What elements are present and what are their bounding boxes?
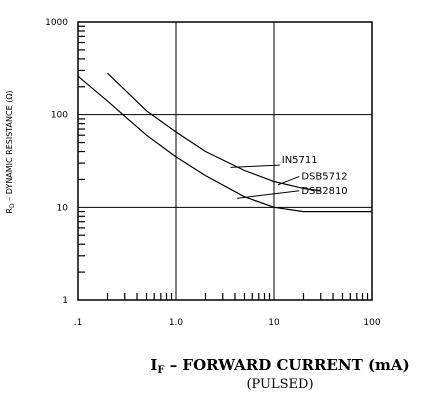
minor-ticks — [78, 25, 369, 300]
x-axis-note: (PULSED) — [246, 377, 313, 392]
annotation-label: DSB5712 — [301, 171, 347, 182]
y-tick-label: 100 — [51, 111, 68, 121]
x-tick-label: 100 — [363, 318, 380, 328]
y-tick-label: 1000 — [45, 18, 68, 28]
x-tick-label: 1.0 — [169, 318, 184, 328]
x-tick-label: .1 — [74, 318, 83, 328]
y-tick-label: 1 — [62, 296, 68, 306]
series-lines — [77, 72, 372, 213]
annotation-leader — [277, 175, 300, 186]
annotations: IN5711 DSB5712 DSB2810 — [282, 155, 348, 197]
x-tick-labels: .1 1.0 10 100 — [74, 318, 381, 328]
annotation-leader — [237, 190, 300, 199]
series-line — [107, 72, 321, 192]
annotation-label: IN5711 — [282, 155, 318, 166]
plot-frame — [77, 21, 373, 301]
y-axis-label: RD – DYNAMIC RESISTANCE (Ω) — [5, 90, 16, 213]
y-tick-label: 10 — [57, 203, 69, 213]
annotation-label: DSB2810 — [301, 186, 347, 197]
x-axis-label: IF – FORWARD CURRENT (mA) — [150, 356, 409, 376]
series-line — [77, 75, 372, 213]
y-tick-labels: 1 10 100 1000 — [45, 18, 68, 306]
annotation-leader — [230, 164, 280, 168]
x-tick-label: 10 — [268, 318, 280, 328]
annotation-leaders — [230, 164, 300, 199]
